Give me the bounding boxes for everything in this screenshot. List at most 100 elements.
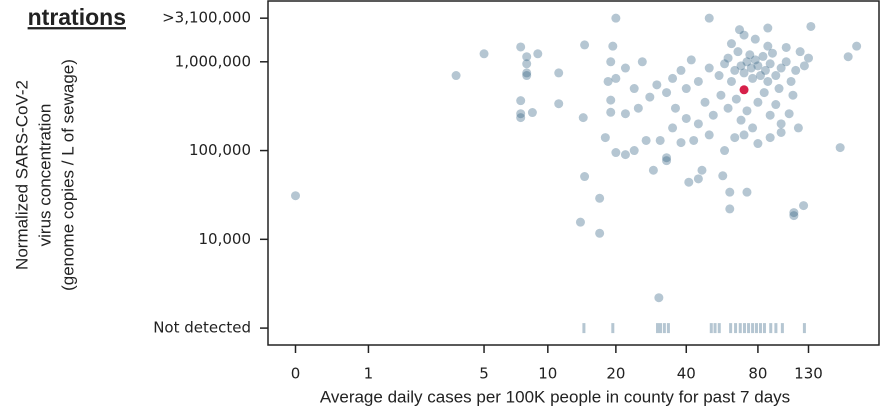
point <box>637 57 647 67</box>
point <box>767 48 777 58</box>
y-label-line: Normalized SARS-CoV-2 <box>12 80 31 270</box>
point <box>745 50 755 60</box>
rug-mark <box>611 323 615 334</box>
point <box>554 68 564 78</box>
point <box>704 13 714 23</box>
point <box>739 68 749 78</box>
point <box>799 201 809 211</box>
point <box>736 61 746 71</box>
point <box>843 52 853 62</box>
point <box>835 143 845 153</box>
point <box>578 113 588 123</box>
point <box>725 204 735 214</box>
point <box>733 47 743 57</box>
rug-mark <box>729 323 733 334</box>
point <box>654 293 664 303</box>
rug-mark <box>717 323 721 334</box>
x-axis-label: Average daily cases per 100K people in c… <box>320 387 790 406</box>
point <box>735 25 745 35</box>
point <box>516 109 526 119</box>
point <box>758 51 768 61</box>
point <box>580 172 590 182</box>
point <box>522 68 532 78</box>
point <box>723 53 733 63</box>
point <box>723 103 733 113</box>
point <box>522 71 532 81</box>
point <box>620 150 630 160</box>
point <box>852 41 862 51</box>
point <box>533 49 543 59</box>
point <box>771 100 781 110</box>
point <box>516 42 526 52</box>
point <box>742 187 752 197</box>
point <box>784 109 794 119</box>
point <box>652 80 662 90</box>
point <box>697 165 707 175</box>
x-tick-label: 0 <box>291 365 301 383</box>
point <box>662 156 672 166</box>
point <box>753 97 763 107</box>
rug-mark <box>738 323 742 334</box>
point <box>700 97 710 107</box>
point <box>611 73 621 83</box>
point <box>753 139 763 149</box>
point <box>291 191 301 201</box>
x-tick-label: 20 <box>606 365 625 383</box>
point <box>527 108 537 118</box>
rug-mark <box>758 323 762 334</box>
point <box>763 41 773 51</box>
point <box>704 130 714 140</box>
point <box>765 133 775 143</box>
point <box>554 99 564 109</box>
rug-mark <box>802 323 806 334</box>
point <box>763 76 773 86</box>
point <box>606 95 616 105</box>
point <box>655 135 665 145</box>
point <box>633 103 643 113</box>
point <box>611 13 621 23</box>
point <box>742 57 752 67</box>
point <box>648 165 658 175</box>
point <box>748 73 758 83</box>
point <box>774 84 784 94</box>
point <box>739 30 749 40</box>
x-tick-label: 10 <box>538 365 557 383</box>
point <box>662 88 672 98</box>
point <box>516 113 526 123</box>
chart-title: ntrations <box>28 4 126 30</box>
rug-mark <box>747 323 751 334</box>
y-tick-label: 100,000 <box>189 141 251 159</box>
point <box>629 146 639 156</box>
point <box>789 208 799 218</box>
point <box>689 135 699 145</box>
point <box>771 71 781 81</box>
point <box>451 71 461 81</box>
rug-mark <box>662 323 666 334</box>
point <box>806 21 816 31</box>
rug-mark <box>742 323 746 334</box>
point <box>804 53 814 63</box>
point <box>789 211 799 221</box>
point <box>730 133 740 143</box>
point <box>765 110 775 120</box>
point <box>620 63 630 73</box>
point <box>742 106 752 116</box>
point <box>765 59 775 69</box>
point <box>753 61 763 71</box>
point <box>720 146 730 156</box>
point <box>730 65 740 75</box>
x-tick-label: 40 <box>677 365 696 383</box>
point <box>725 187 735 197</box>
y-tick-label: Not detected <box>153 319 251 337</box>
point <box>731 94 741 104</box>
point <box>575 217 585 227</box>
point <box>608 41 618 51</box>
point <box>479 49 489 59</box>
point <box>795 47 805 57</box>
rug-mark <box>769 323 773 334</box>
x-tick-label: 5 <box>479 365 489 383</box>
point <box>776 63 786 73</box>
point <box>716 90 726 100</box>
point <box>776 119 786 129</box>
point <box>670 103 680 113</box>
